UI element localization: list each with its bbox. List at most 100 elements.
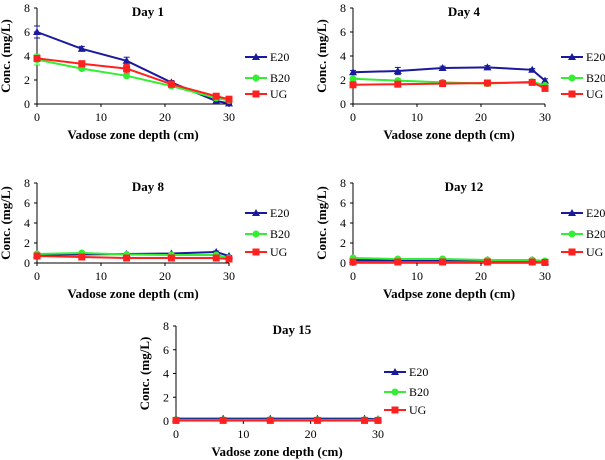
data-point	[394, 80, 402, 88]
y-tick-label: 8	[24, 1, 30, 15]
data-point	[528, 65, 537, 73]
legend-marker	[391, 406, 399, 414]
series-line	[352, 66, 546, 82]
data-point	[483, 258, 491, 266]
legend-label: B20	[586, 227, 605, 241]
x-axis-label: Vadose zone depth (cm)	[67, 127, 198, 142]
y-tick-label: 6	[340, 196, 346, 210]
legend-marker	[568, 53, 576, 60]
x-tick-label: 30	[372, 427, 384, 441]
legend-marker	[252, 90, 260, 98]
y-tick-label: 4	[340, 216, 346, 230]
data-point	[349, 258, 357, 266]
legend-item-e20: E20	[561, 206, 605, 220]
x-axis-label: Vadose zone depth (cm)	[211, 444, 342, 459]
legend-item-ug: UG	[245, 245, 288, 259]
legend-label: UG	[270, 87, 288, 101]
x-tick-label: 10	[411, 110, 423, 124]
y-axis-label: Conc. (mg/L)	[314, 186, 329, 260]
legend-marker	[252, 209, 260, 216]
y-tick-label: 0	[340, 97, 346, 111]
legend-item-b20: B20	[245, 71, 290, 85]
data-point	[77, 44, 86, 52]
x-tick-label: 10	[95, 110, 107, 124]
data-point	[122, 56, 131, 64]
chart-title: Day 8	[132, 179, 165, 194]
x-tick-label: 20	[305, 427, 317, 441]
legend-label: E20	[586, 50, 605, 64]
x-tick-label: 10	[95, 269, 107, 283]
chart-panel-day-1: 0 2 4 6 8 0 10 20 30 Day 1 Vadose zone depth (cm) C…	[0, 1, 290, 142]
data-point	[78, 60, 86, 68]
legend-label: E20	[270, 50, 289, 64]
data-point	[361, 416, 369, 424]
y-tick-label: 6	[163, 343, 169, 357]
legend-item-ug: UG	[561, 245, 604, 259]
legend-item-b20: B20	[384, 385, 429, 399]
chart-title: Day 4	[448, 4, 481, 19]
x-tick-label: 20	[159, 110, 171, 124]
x-tick-label: 0	[34, 269, 40, 283]
x-tick-label: 0	[350, 269, 356, 283]
legend-marker	[252, 248, 260, 256]
x-tick-label: 0	[173, 427, 179, 441]
series-line	[352, 81, 546, 90]
legend-label: E20	[586, 206, 605, 220]
legend-label: B20	[270, 227, 290, 241]
legend-item-b20: B20	[561, 227, 605, 241]
y-axis-label: Conc. (mg/L)	[0, 186, 13, 260]
data-point	[123, 65, 131, 73]
chart-panel-day-12: 0 2 4 6 8 0 10 20 30 Day 12 Vadpse zone depth (cm)…	[314, 176, 605, 301]
chart-panel-day-4: 0 2 4 6 8 0 10 20 30 Day 4 Vadose zone depth (cm) C…	[314, 1, 605, 142]
series-ug	[172, 416, 382, 424]
data-point	[528, 78, 536, 86]
data-point	[225, 95, 233, 103]
data-point	[528, 258, 536, 266]
data-point	[33, 252, 41, 260]
legend-label: UG	[270, 245, 288, 259]
data-point	[212, 254, 220, 262]
legend-label: UG	[586, 245, 604, 259]
y-tick-label: 8	[24, 176, 30, 190]
series-ug	[33, 252, 233, 263]
legend-label: B20	[586, 71, 605, 85]
y-tick-label: 2	[24, 236, 30, 250]
y-tick-label: 4	[24, 216, 30, 230]
data-point	[123, 254, 131, 262]
x-tick-label: 10	[411, 269, 423, 283]
data-point	[313, 416, 321, 424]
legend-item-b20: B20	[561, 71, 605, 85]
legend-marker	[568, 90, 576, 98]
series-ug	[349, 258, 549, 266]
x-axis-label: Vadose zone depth (cm)	[67, 286, 198, 301]
data-point	[123, 72, 131, 80]
data-point	[33, 54, 41, 62]
y-tick-label: 8	[163, 319, 169, 333]
legend-label: UG	[586, 87, 604, 101]
legend-label: UG	[409, 403, 427, 417]
legend-marker	[252, 74, 260, 82]
legend-label: B20	[409, 385, 429, 399]
y-tick-label: 0	[163, 414, 169, 428]
x-axis-label: Vadpse zone depth (cm)	[383, 286, 515, 301]
legend-marker	[252, 230, 260, 238]
data-point	[172, 416, 180, 424]
series-line	[353, 261, 546, 264]
data-point	[349, 68, 357, 76]
data-point	[439, 258, 447, 266]
data-point	[483, 79, 491, 87]
x-tick-label: 20	[159, 269, 171, 283]
series-ug	[349, 78, 549, 92]
data-point	[541, 259, 549, 266]
data-point	[167, 254, 175, 262]
y-tick-label: 8	[340, 176, 346, 190]
legend-label: E20	[270, 206, 289, 220]
x-tick-label: 0	[34, 110, 40, 124]
series-line	[36, 255, 230, 260]
data-point	[394, 258, 402, 266]
data-point	[374, 416, 382, 424]
y-tick-label: 6	[24, 25, 30, 39]
y-tick-label: 6	[24, 196, 30, 210]
legend-marker	[252, 53, 260, 60]
